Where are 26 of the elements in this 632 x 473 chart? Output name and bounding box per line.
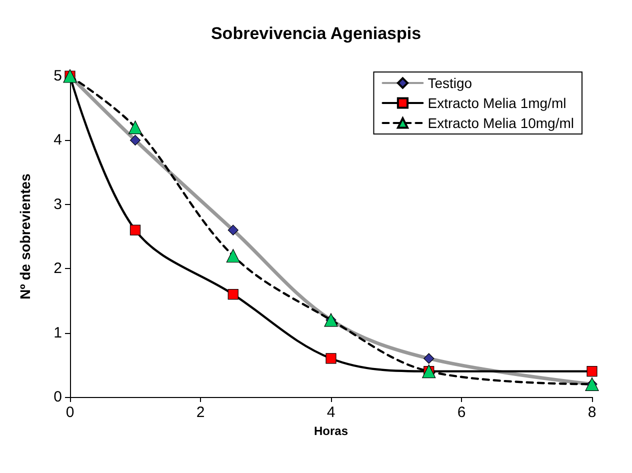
legend-label: Extracto Melia 10mg/ml: [428, 115, 574, 131]
x-tick-label: 0: [66, 404, 74, 421]
y-tick-label: 0: [54, 388, 62, 406]
point: [128, 120, 142, 134]
x-axis-title: Horas: [314, 424, 348, 438]
x-tick-label: 4: [326, 404, 336, 421]
y-tick-label: 2: [54, 260, 62, 278]
point: [228, 288, 238, 300]
point: [228, 224, 238, 236]
y-tick-label: 5: [54, 68, 62, 84]
point: [326, 353, 336, 364]
point: [130, 224, 141, 236]
y-axis-title: Nº de sobrevientes: [17, 173, 33, 300]
point: [226, 248, 240, 263]
x-tick-label: 6: [457, 404, 466, 421]
point: [586, 366, 598, 377]
point: [130, 134, 141, 146]
y-tick-label: 1: [54, 324, 62, 342]
y-tick-label: 4: [54, 132, 62, 149]
legend-label: Testigo: [428, 75, 472, 91]
point: [424, 353, 434, 364]
chart-title: Sobrevivencia Ageniaspis: [210, 24, 422, 43]
y-tick-label: 3: [54, 196, 62, 213]
legend-label: Extracto Melia 1mg/ml: [428, 95, 566, 111]
x-tick-label: 8: [588, 404, 596, 421]
x-tick-label: 2: [196, 404, 205, 421]
